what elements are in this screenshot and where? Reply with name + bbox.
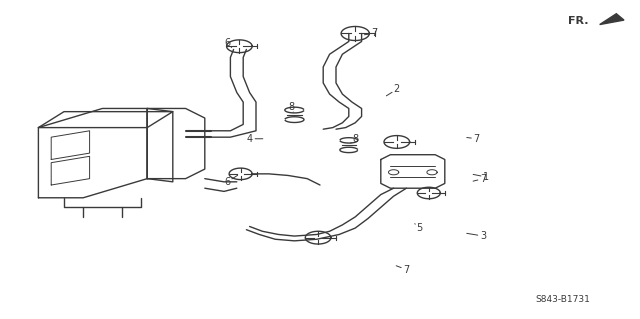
Text: 4: 4 [246, 134, 253, 144]
Text: 6: 6 [224, 38, 230, 48]
Text: 7: 7 [403, 264, 410, 275]
Text: 7: 7 [480, 174, 486, 184]
Text: 6: 6 [224, 177, 230, 187]
Text: 8: 8 [288, 102, 294, 112]
Polygon shape [600, 14, 624, 25]
Text: 1: 1 [483, 172, 490, 182]
Text: 7: 7 [474, 134, 480, 144]
Text: 7: 7 [371, 28, 378, 39]
Text: 2: 2 [394, 84, 400, 94]
Text: S843-B1731: S843-B1731 [536, 295, 591, 304]
Text: 8: 8 [352, 134, 358, 144]
Text: FR.: FR. [568, 16, 589, 26]
Text: 5: 5 [416, 223, 422, 233]
Text: 3: 3 [480, 231, 486, 241]
